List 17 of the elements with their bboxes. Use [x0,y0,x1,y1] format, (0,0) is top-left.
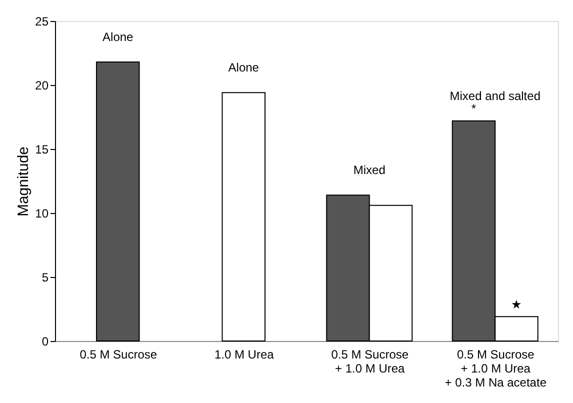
x-tick-label: 0.5 M Sucrose [80,348,158,362]
annotation: Mixed and salted [450,88,540,103]
y-tick-label: 5 [42,270,49,284]
y-tick-label: 15 [35,142,49,156]
y-tick-label: 20 [35,78,49,92]
x-tick-label: 0.5 M Sucrose + 1.0 M Urea + 0.3 M Na acetate [444,348,547,390]
x-tick-label: 1.0 M Urea [214,348,274,362]
annotation: Alone [228,60,260,75]
annotation: ★ [511,298,522,312]
y-tick-label: 0 [42,334,49,348]
annotation: Alone [102,30,134,44]
y-tick-label: 25 [35,14,49,28]
annotation: * [471,102,476,116]
annotation: Mixed [353,163,386,178]
x-tick-label: 0.5 M Sucrose + 1.0 M Urea [331,348,409,376]
y-tick-label: 10 [35,206,49,220]
y-axis-title: Magnitude [15,146,32,217]
